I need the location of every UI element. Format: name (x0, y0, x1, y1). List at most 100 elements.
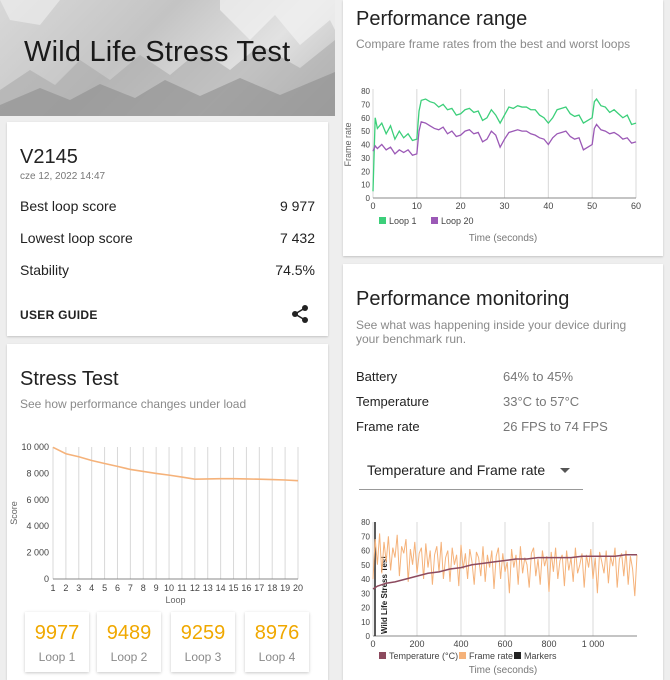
score-label: Stability (20, 262, 70, 278)
dropdown-selected-value: Temperature and Frame rate (367, 462, 546, 478)
card-subtitle-line1: See what was happening inside your devic… (356, 318, 627, 332)
x-axis-label: Time (seconds) (469, 233, 538, 244)
y-tick-label: 0 (366, 194, 371, 203)
share-icon[interactable] (290, 304, 310, 324)
legend-swatch (379, 217, 386, 224)
best-loop-score-row: Best loop score 9 977 (20, 198, 315, 214)
stat-label: Temperature (356, 394, 429, 409)
loop-label: Loop 3 (184, 650, 222, 664)
y-tick-label: 30 (361, 154, 370, 163)
y-tick-label: 40 (361, 141, 370, 150)
loop-label: Loop 2 (110, 650, 148, 664)
x-tick-label: 19 (280, 583, 290, 593)
loop-score-value: 9489 (106, 622, 152, 644)
loop-label: Loop 1 (38, 650, 76, 664)
y-tick-label: 10 (361, 181, 370, 190)
legend-label: Frame rate (469, 651, 513, 661)
y-tick-label: 0 (44, 574, 49, 584)
x-tick-label: 50 (587, 201, 597, 211)
result-summary-card: V2145 cze 12, 2022 14:47 Best loop score… (7, 122, 328, 336)
x-tick-label: 13 (203, 583, 213, 593)
x-tick-label: 15 (229, 583, 239, 593)
x-tick-label: 20 (293, 583, 303, 593)
y-axis-label: Score (9, 501, 19, 525)
result-date: cze 12, 2022 14:47 (20, 171, 106, 182)
score-value: 7 432 (279, 230, 315, 246)
series-line-2 (372, 120, 637, 156)
y-tick-label: 0 (366, 632, 371, 641)
x-tick-label: 12 (190, 583, 200, 593)
x-tick-label: 3 (76, 583, 81, 593)
loop-score-card[interactable]: 8976 Loop 4 (245, 612, 309, 672)
chevron-down-icon (560, 468, 570, 473)
x-tick-label: 1 000 (582, 639, 605, 649)
x-tick-label: 0 (370, 639, 375, 649)
hero-banner: Wild Life Stress Test (0, 0, 335, 116)
hero-background-art (0, 0, 335, 116)
x-tick-label: 200 (409, 639, 424, 649)
card-title: Stress Test (20, 368, 119, 390)
x-tick-label: 800 (541, 639, 556, 649)
x-tick-label: 8 (141, 583, 146, 593)
x-tick-label: 10 (164, 583, 174, 593)
stress-test-card: Stress Test See how performance changes … (7, 344, 328, 680)
x-tick-label: 20 (456, 201, 466, 211)
series-line-1 (372, 97, 637, 192)
x-tick-label: 18 (267, 583, 277, 593)
y-tick-label: 60 (361, 114, 370, 123)
x-tick-label: 10 (412, 201, 422, 211)
score-series-line (52, 446, 299, 482)
x-tick-label: 4 (89, 583, 94, 593)
legend-swatch (459, 652, 466, 659)
y-tick-label: 10 000 (21, 442, 49, 452)
x-tick-label: 600 (497, 639, 512, 649)
score-value: 74.5% (275, 262, 315, 278)
legend-swatch (431, 217, 438, 224)
y-tick-label: 70 (361, 100, 370, 109)
score-label: Lowest loop score (20, 230, 133, 246)
loop-score-card[interactable]: 9977 Loop 1 (25, 612, 89, 672)
y-tick-label: 40 (361, 575, 370, 584)
legend-label: Loop 20 (441, 216, 474, 226)
x-tick-label: 17 (254, 583, 264, 593)
test-title: Wild Life Stress Test (24, 36, 291, 68)
card-subtitle: See how performance changes under load (20, 397, 247, 411)
x-tick-label: 9 (154, 583, 159, 593)
card-title: Performance range (356, 8, 528, 30)
y-tick-label: 60 (361, 547, 370, 556)
chart-type-dropdown[interactable]: Temperature and Frame rate (359, 456, 583, 490)
legend-label: Loop 1 (389, 216, 417, 226)
performance-monitoring-chart: 0 200 400 600 800 1 000 0 10 20 30 40 50 60 70 80 Wild … (361, 518, 638, 676)
stability-row: Stability 74.5% (20, 262, 315, 278)
marker-annotation: Wild Life Stress Test (380, 556, 389, 634)
loop-score-card[interactable]: 9489 Loop 2 (97, 612, 161, 672)
card-subtitle: Compare frame rates from the best and wo… (356, 37, 631, 51)
y-axis-label: Frame rate (343, 122, 353, 166)
x-tick-label: 400 (453, 639, 468, 649)
stat-value: 26 FPS to 74 FPS (503, 419, 608, 434)
y-tick-label: 70 (361, 532, 370, 541)
y-tick-label: 80 (361, 87, 370, 96)
y-tick-label: 2 000 (26, 548, 49, 558)
y-tick-label: 20 (361, 604, 370, 613)
user-guide-link[interactable]: USER GUIDE (20, 308, 98, 322)
loop-score-card[interactable]: 9259 Loop 3 (171, 612, 235, 672)
legend-swatch (379, 652, 386, 659)
x-tick-label: 30 (499, 201, 509, 211)
x-tick-label: 11 (177, 583, 186, 593)
x-tick-label: 14 (216, 583, 226, 593)
temperature-series-line (372, 554, 637, 590)
stat-value: 64% to 45% (503, 369, 574, 384)
y-tick-label: 8 000 (26, 468, 49, 478)
loop-label: Loop 4 (258, 650, 296, 664)
y-tick-label: 20 (361, 167, 370, 176)
x-axis-label: Loop (165, 595, 185, 605)
legend-label: Temperature (°C) (389, 651, 458, 661)
lowest-loop-score-row: Lowest loop score 7 432 (20, 230, 315, 246)
y-tick-label: 30 (361, 589, 370, 598)
stat-label: Frame rate (356, 419, 420, 434)
y-tick-label: 50 (361, 127, 370, 136)
y-tick-label: 6 000 (26, 495, 49, 505)
stat-label: Battery (356, 369, 398, 384)
x-tick-label: 0 (370, 201, 375, 211)
